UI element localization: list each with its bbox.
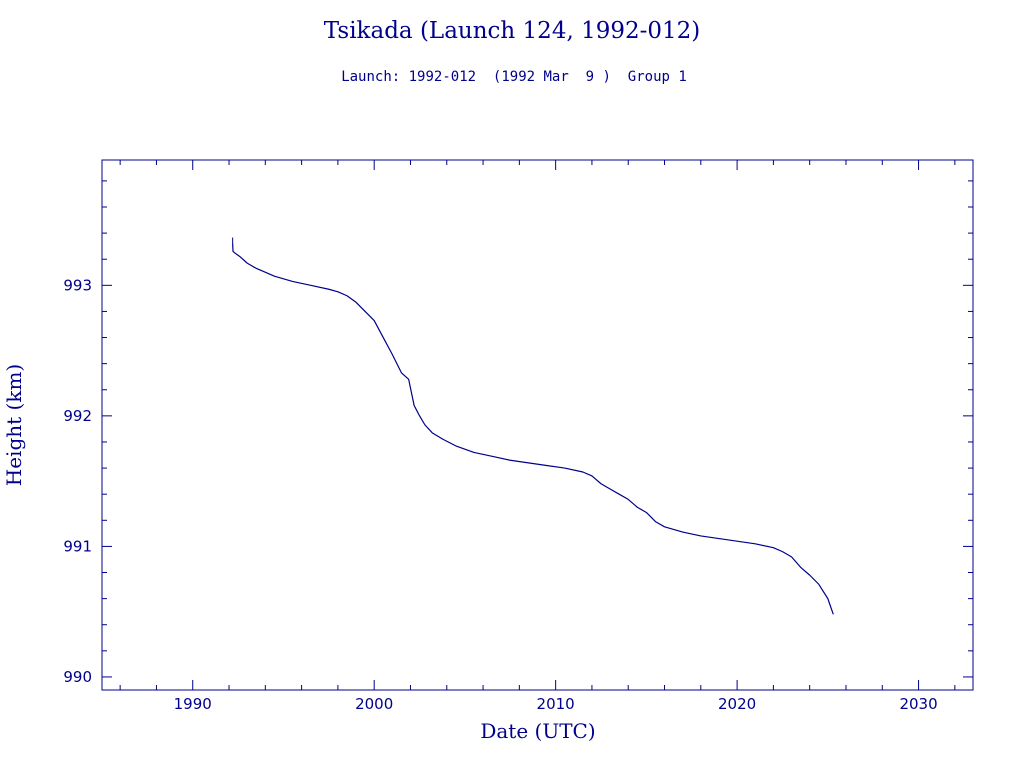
y-tick-label: 992: [63, 407, 92, 425]
axis-ticks: [102, 160, 973, 690]
x-tick-label: 2010: [537, 695, 575, 713]
series-layer: [232, 237, 834, 615]
height-series-line: [232, 243, 834, 615]
y-tick-label: 990: [63, 668, 92, 686]
chart-title: Tsikada (Launch 124, 1992-012): [324, 18, 701, 44]
x-tick-label: 2000: [355, 695, 393, 713]
axis-tick-labels: 1990 2000 2010 2020 2030 990 991 992 993: [63, 276, 937, 713]
chart-subtitle: Launch: 1992-012 (1992 Mar 9 ) Group 1: [341, 69, 687, 85]
y-tick-label: 991: [63, 537, 92, 555]
x-axis-title: Date (UTC): [480, 719, 595, 743]
y-tick-label: 993: [63, 276, 92, 294]
x-tick-label: 2020: [718, 695, 756, 713]
plot-frame: [101, 159, 974, 691]
y-axis-title: Height (km): [2, 364, 26, 486]
x-tick-label: 1990: [174, 695, 212, 713]
x-tick-label: 2030: [899, 695, 937, 713]
